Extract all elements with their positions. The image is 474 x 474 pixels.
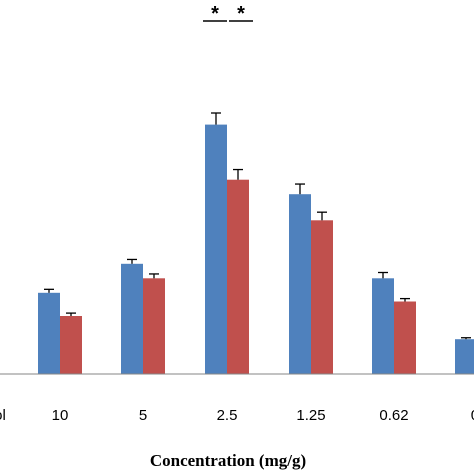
error-bar <box>295 183 305 195</box>
x-tick-label: 0.62 <box>379 407 408 424</box>
significance-markers: * * <box>203 3 253 25</box>
bar-series-2-1.25 <box>311 220 333 374</box>
bar-series-1-1.25 <box>289 194 311 374</box>
x-tick-label: ol <box>0 407 6 424</box>
error-bar <box>211 112 221 125</box>
x-tick-label: 2.5 <box>217 407 238 424</box>
error-bar <box>66 312 76 316</box>
x-axis-label: Concentration (mg/g) <box>150 451 306 470</box>
significance-star: * <box>211 3 219 25</box>
error-bar <box>378 271 388 279</box>
significance-star: * <box>237 3 245 25</box>
x-tick-label: 10 <box>52 407 69 424</box>
error-bar <box>461 337 471 340</box>
bars-layer <box>38 112 474 374</box>
x-tick-label: 0. <box>471 407 474 424</box>
bar-series-1-0.62 <box>372 278 394 374</box>
bar-series-2-0.62 <box>394 301 416 374</box>
error-bar <box>400 297 410 302</box>
error-bar <box>44 288 54 293</box>
bar-series-2-5 <box>143 278 165 374</box>
x-tick-label: 5 <box>139 407 147 424</box>
error-bar <box>149 273 159 279</box>
bar-series-1-2.5 <box>205 124 227 374</box>
bar-series-2-10 <box>60 316 82 374</box>
bar-series-1-10 <box>38 292 60 374</box>
error-bar <box>317 211 327 221</box>
bar-series-1-0. <box>455 339 474 374</box>
error-bar <box>127 258 137 264</box>
bar-series-1-5 <box>121 263 143 374</box>
x-tick-labels: ol 10 5 2.5 1.25 0.62 0. <box>0 407 474 424</box>
x-tick-label: 1.25 <box>296 407 325 424</box>
error-bar <box>233 168 243 180</box>
bar-series-2-2.5 <box>227 179 249 374</box>
